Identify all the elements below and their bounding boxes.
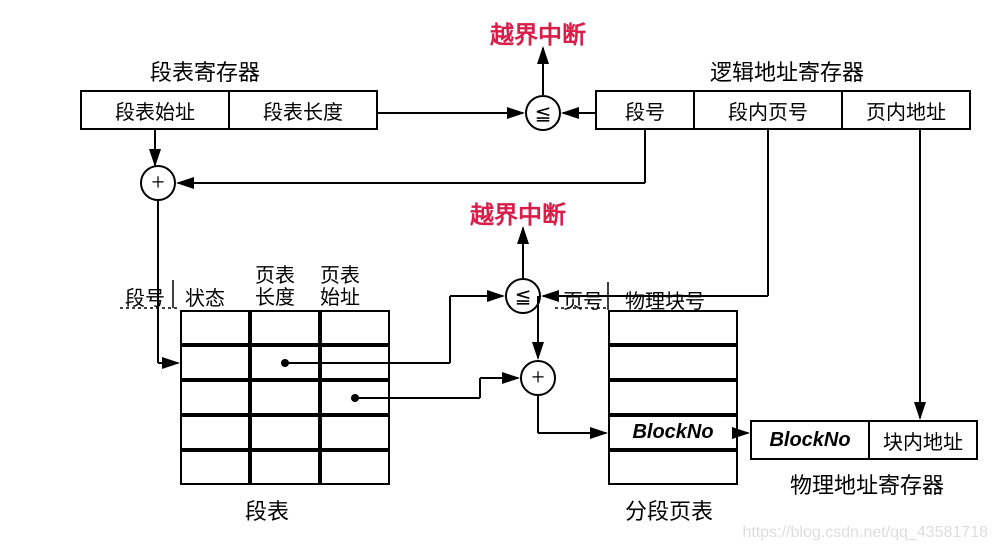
connector-lines [0,0,1000,550]
watermark: https://blog.csdn.net/qq_43581718 [742,524,988,542]
